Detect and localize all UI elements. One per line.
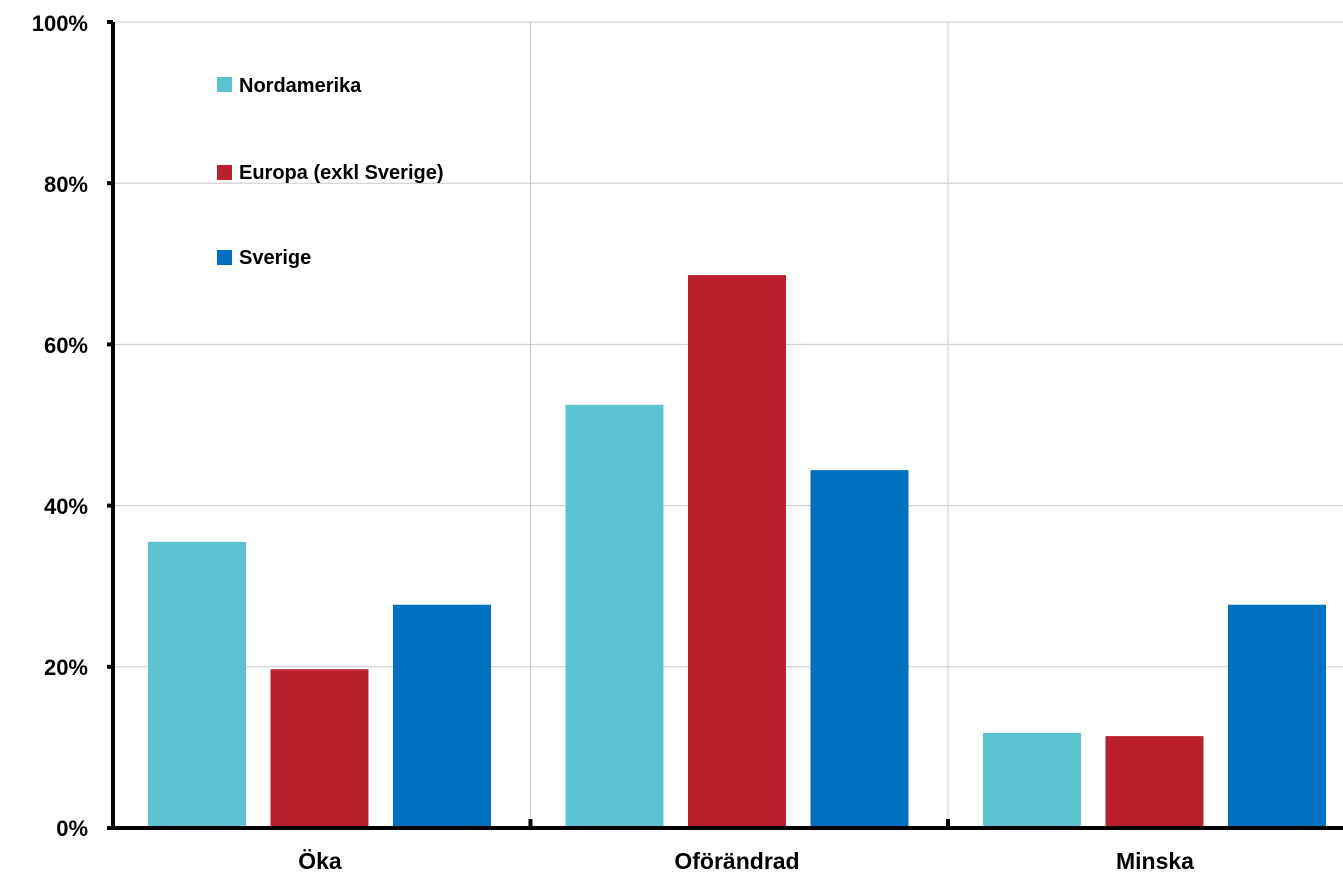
bar [1105, 736, 1204, 828]
bar [148, 541, 246, 828]
bar [565, 404, 664, 828]
bar [983, 732, 1081, 828]
legend-swatch [217, 165, 232, 180]
y-tick-label: 0% [56, 816, 88, 841]
legend-swatch [217, 250, 232, 265]
x-category-labels: Öka Oförändrad Minska [298, 848, 1194, 874]
legend-label: Nordamerika [239, 75, 362, 97]
x-category-label: Minska [1116, 848, 1194, 874]
y-tick-label: 40% [44, 494, 88, 519]
bar [810, 470, 909, 828]
bar [393, 604, 491, 828]
legend-label: Europa (exkl Sverige) [239, 162, 444, 184]
y-tick-label: 20% [44, 655, 88, 680]
axes [107, 20, 1343, 830]
legend-label: Sverige [239, 247, 311, 269]
y-tick-label: 80% [44, 172, 88, 197]
y-ticks: 0% 20% 40% 60% 80% 100% [32, 11, 88, 841]
bar [270, 669, 369, 828]
x-category-label: Öka [298, 848, 342, 874]
x-category-label: Oförändrad [674, 848, 799, 874]
bar [1228, 604, 1326, 828]
y-tick-label: 100% [32, 11, 88, 36]
y-tick-label: 60% [44, 333, 88, 358]
legend-swatch [217, 77, 232, 92]
bar [688, 275, 786, 829]
bars [148, 275, 1326, 829]
legend: Nordamerika Europa (exkl Sverige) Sverig… [217, 75, 444, 269]
